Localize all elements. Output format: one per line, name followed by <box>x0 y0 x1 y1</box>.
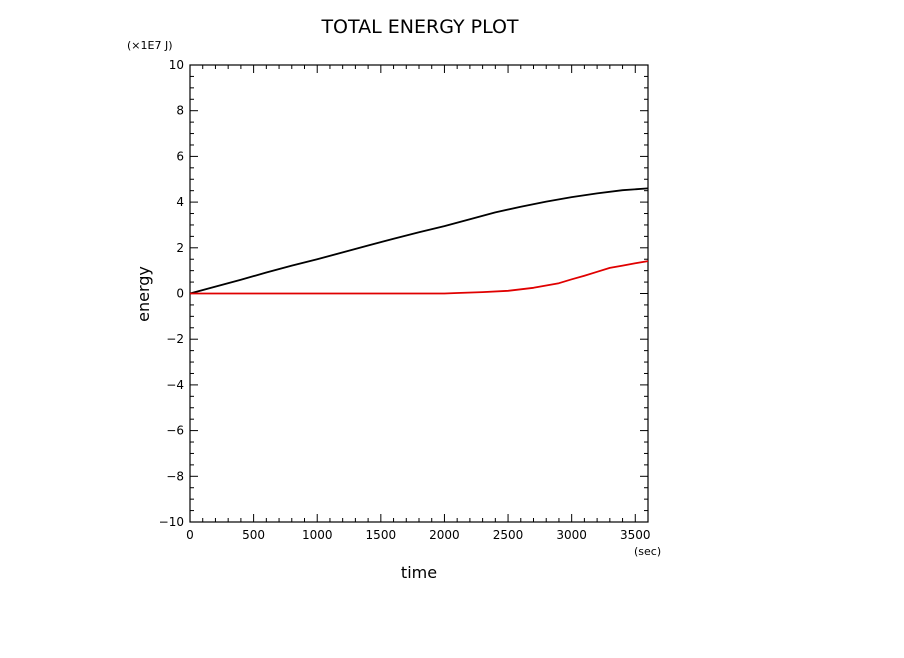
x-tick-label: 2500 <box>493 528 524 542</box>
x-tick-label: 1500 <box>366 528 397 542</box>
y-unit-label: (×1E7 J) <box>127 39 173 52</box>
x-tick-label: 2000 <box>429 528 460 542</box>
y-tick-label: −4 <box>166 378 184 392</box>
chart-title: TOTAL ENERGY PLOT <box>320 16 518 38</box>
x-tick-label: 3500 <box>620 528 651 542</box>
y-tick-label: 2 <box>176 241 184 255</box>
x-axis-title: time <box>401 563 437 582</box>
series-line-red <box>190 260 649 295</box>
y-tick-label: 10 <box>169 58 184 72</box>
x-unit-label: (sec) <box>634 545 661 558</box>
y-tick-label: 6 <box>176 149 184 163</box>
x-tick-label: 3000 <box>556 528 587 542</box>
y-tick-label: −2 <box>166 332 184 346</box>
y-tick-label: 8 <box>176 104 184 118</box>
x-tick-label: 500 <box>242 528 265 542</box>
x-tick-label: 1000 <box>302 528 333 542</box>
x-tick-label: 0 <box>186 528 194 542</box>
plot-area: 0 500 1000 1500 2000 2500 3000 3500 −10 −8 −6 −4 −2 0… <box>159 58 651 542</box>
series-line-black <box>189 187 649 295</box>
y-tick-label: −8 <box>166 469 184 483</box>
y-tick-label: −6 <box>166 424 184 438</box>
y-tick-label: 0 <box>176 287 184 301</box>
y-tick-label: 4 <box>176 195 184 209</box>
y-axis-title: energy <box>134 266 153 322</box>
y-tick-label: −10 <box>159 515 184 529</box>
